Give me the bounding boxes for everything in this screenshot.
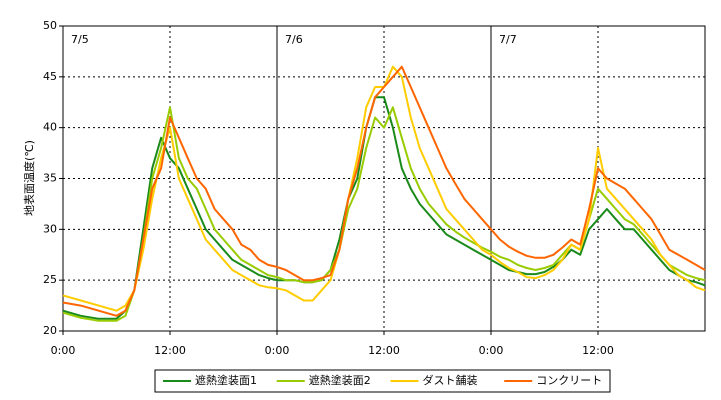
annotation: 7/5 — [71, 33, 89, 46]
y-tick-label: 30 — [43, 222, 57, 235]
legend-label: ダスト舗装 — [423, 373, 478, 387]
y-tick-label: 20 — [43, 324, 57, 337]
x-tick-label: 12:00 — [582, 344, 614, 357]
x-tick-label: 0:00 — [265, 344, 290, 357]
y-tick-label: 50 — [43, 19, 57, 32]
y-tick-label: 45 — [43, 70, 57, 83]
legend-label: 遮熱塗装面2 — [309, 373, 371, 387]
y-tick-label: 25 — [43, 273, 57, 286]
x-tick-label: 12:00 — [154, 344, 186, 357]
y-tick-label: 35 — [43, 172, 57, 185]
annotation: 7/7 — [499, 33, 517, 46]
legend-label: コンクリート — [536, 374, 602, 387]
x-tick-label: 12:00 — [368, 344, 400, 357]
y-axis-label: 地表面温度(℃) — [22, 140, 36, 216]
legend-label: 遮熱塗装面1 — [195, 373, 257, 387]
series-line — [62, 106, 706, 322]
x-tick-label: 0:00 — [51, 344, 76, 357]
y-tick-label: 40 — [43, 121, 57, 134]
series-line — [62, 65, 706, 317]
x-tick-label: 0:00 — [479, 344, 504, 357]
series-line — [62, 96, 706, 320]
legend-box — [154, 369, 611, 393]
annotation: 7/6 — [285, 33, 303, 46]
